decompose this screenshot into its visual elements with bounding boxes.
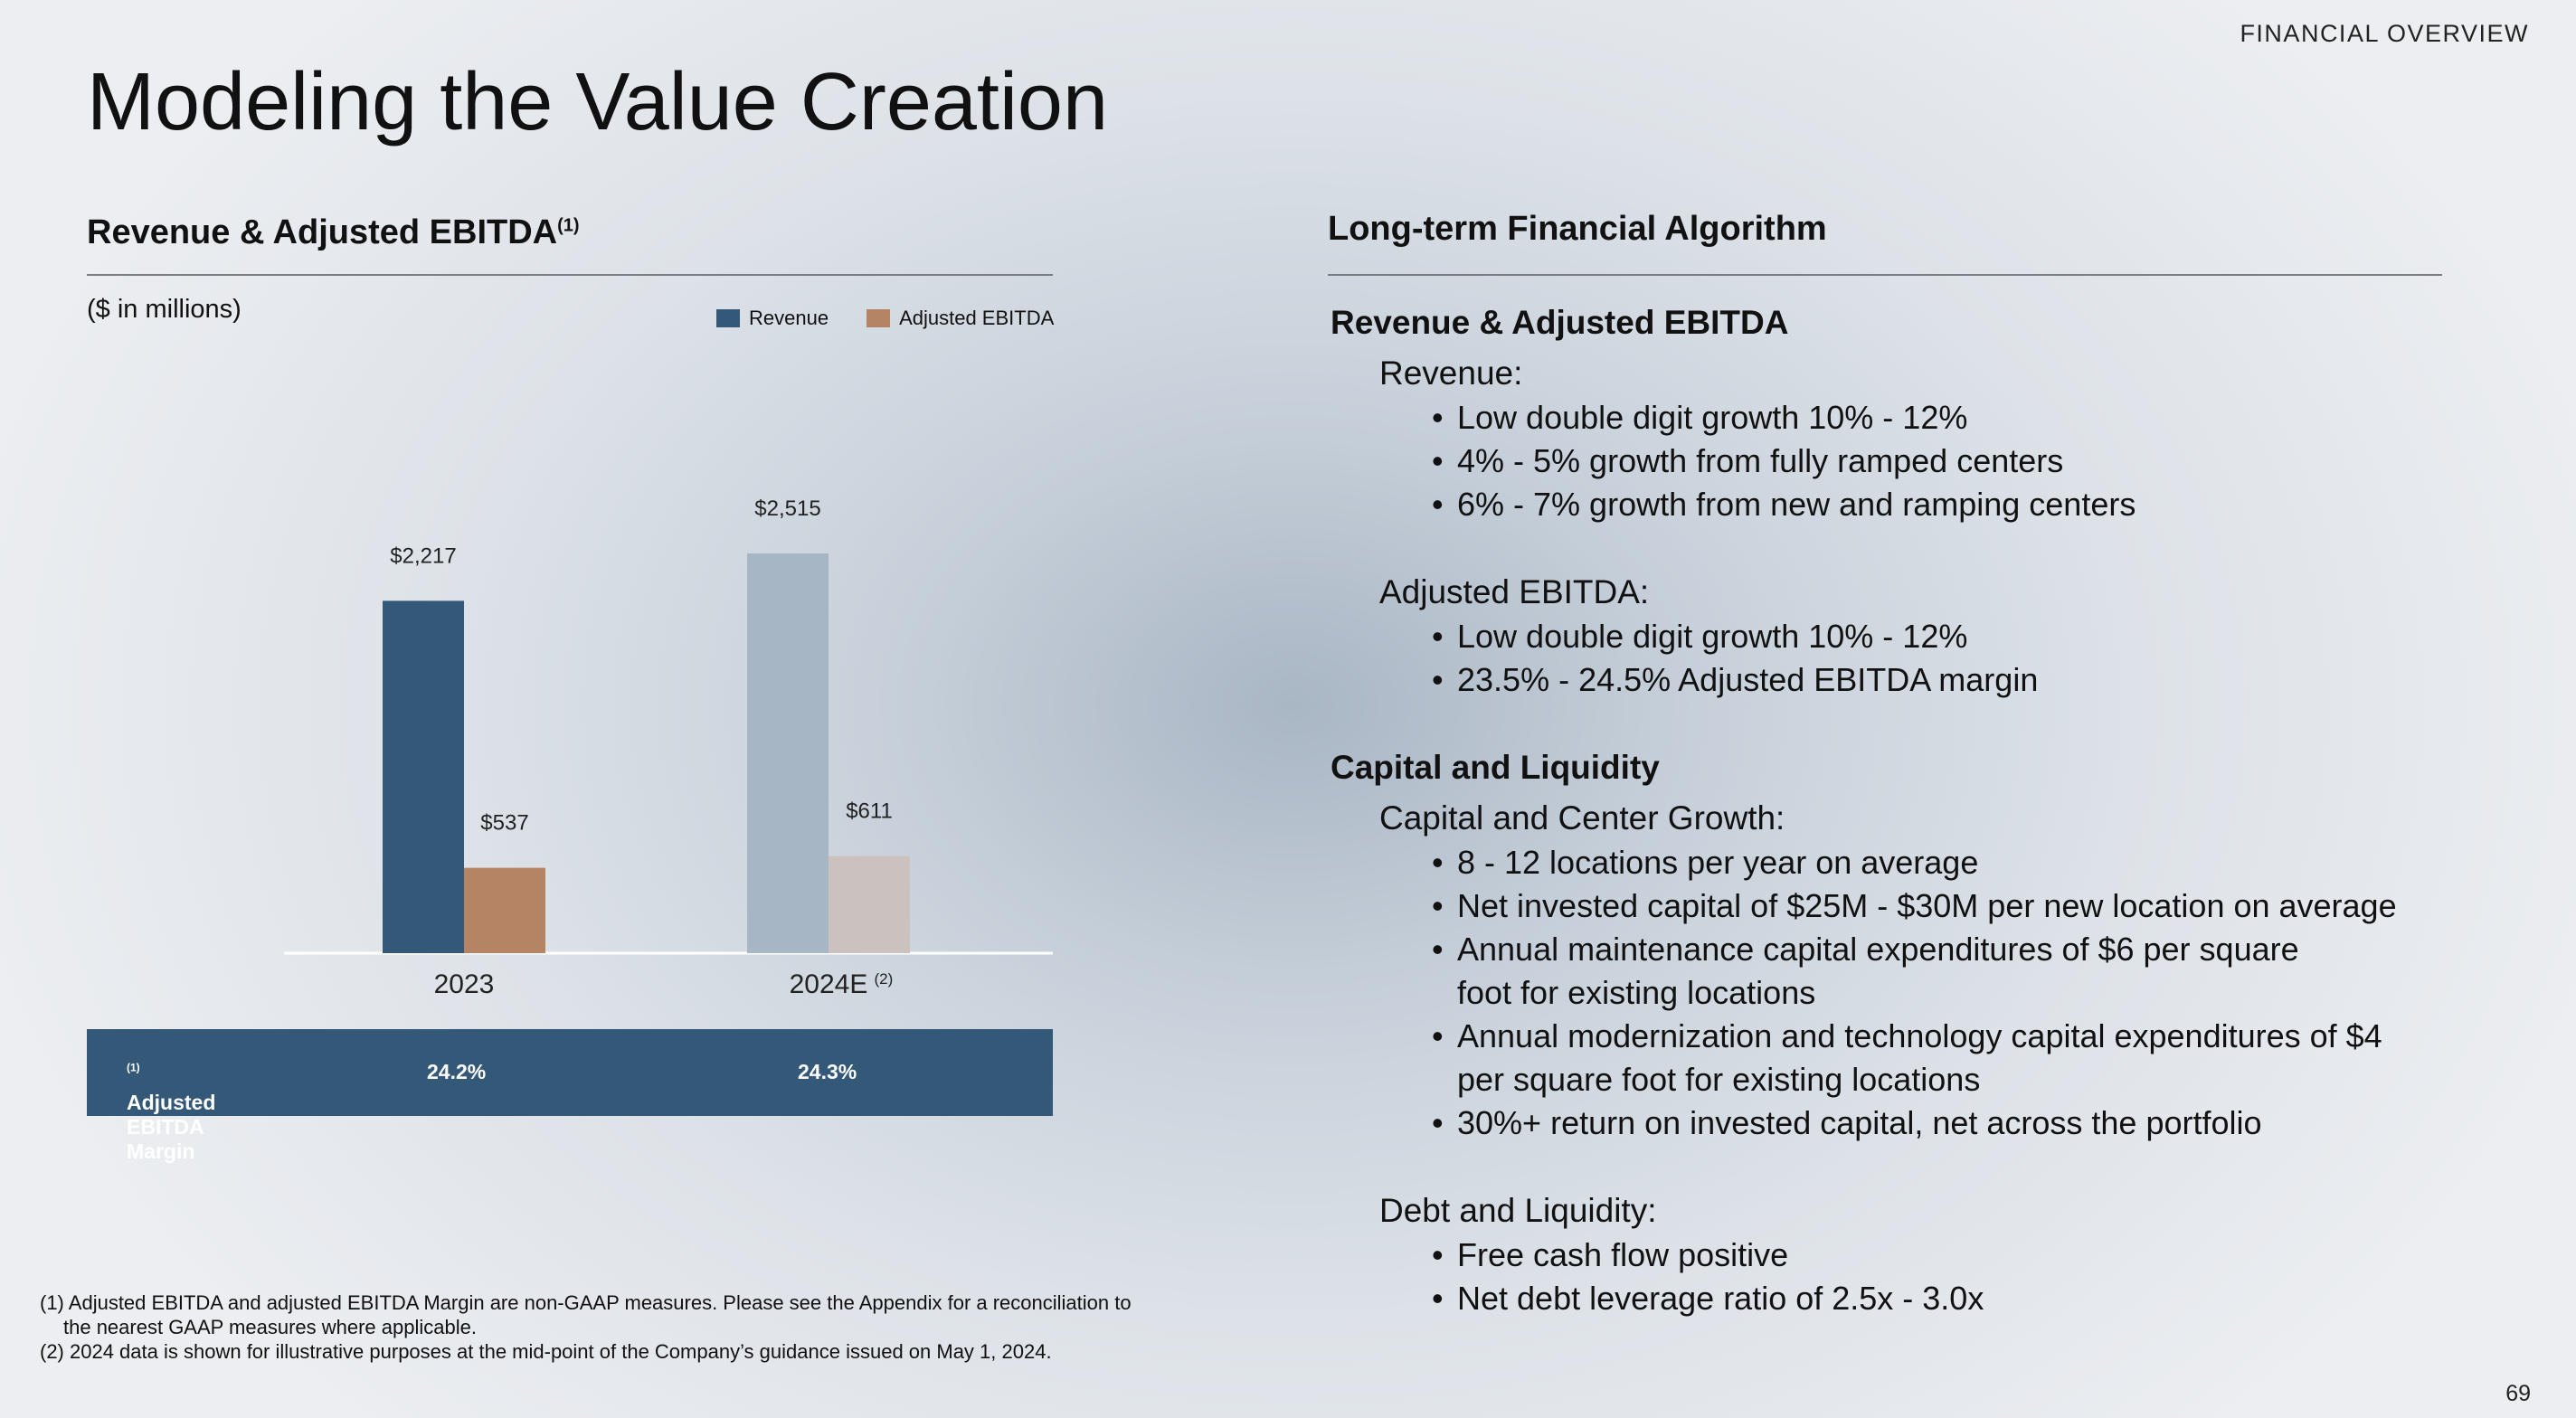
center-growth-list: 8 - 12 locations per year on average Net… <box>1331 841 2506 1145</box>
data-label-adjusted-ebitda-2023: $537 <box>480 811 528 836</box>
legend-label-revenue: Revenue <box>749 307 829 329</box>
list-item: Low double digit growth 10% - 12% <box>1432 396 2506 440</box>
margin-label: Adjusted EBITDA Margin (1) <box>127 1060 215 1163</box>
category-footnote-2024e: (2) <box>875 970 894 988</box>
margin-band: Adjusted EBITDA Margin (1) 24.2% 24.3% <box>87 1029 1053 1163</box>
category-label-2024e: 2024E <box>790 969 868 999</box>
legend-label-ebitda: Adjusted EBITDA <box>899 307 1055 329</box>
footnote-1: (1) Adjusted EBITDA and adjusted EBITDA … <box>40 1291 1132 1314</box>
chart-heading-text: Revenue & Adjusted EBITDA <box>87 213 558 251</box>
chart-heading-rule <box>87 274 1053 276</box>
algorithm-body: Revenue & Adjusted EBITDA Revenue: Low d… <box>1331 300 2506 1320</box>
subgroup-title-debt: Debt and Liquidity: <box>1379 1192 1657 1229</box>
data-label-revenue-2024e: $2,515 <box>754 496 820 521</box>
margin-value-2024e: 24.3% <box>798 1060 857 1083</box>
bar-revenue-2023 <box>383 600 464 953</box>
section-label: FINANCIAL OVERVIEW <box>2240 20 2529 47</box>
chart-heading-footnote: (1) <box>557 215 580 236</box>
list-item: 23.5% - 24.5% Adjusted EBITDA margin <box>1432 658 2506 702</box>
page-title: Modeling the Value Creation <box>87 57 1109 147</box>
margin-label-footnote: (1) <box>127 1061 140 1074</box>
subgroup-title-ebitda: Adjusted EBITDA: <box>1379 573 1650 610</box>
revenue-list: Low double digit growth 10% - 12% 4% - 5… <box>1331 396 2506 526</box>
algorithm-heading-rule <box>1328 274 2442 276</box>
legend-swatch-revenue <box>716 309 740 327</box>
list-item: Low double digit growth 10% - 12% <box>1432 615 2506 658</box>
legend-item-ebitda: Adjusted EBITDA <box>867 307 1054 330</box>
footnote-2: (2) 2024 data is shown for illustrative … <box>40 1340 1052 1363</box>
footnotes: (1) Adjusted EBITDA and adjusted EBITDA … <box>40 1290 1132 1364</box>
subgroup-title-revenue: Revenue: <box>1379 354 1523 392</box>
footnote-1-cont: the nearest GAAP measures where applicab… <box>63 1316 477 1338</box>
chart-heading: Revenue & Adjusted EBITDA(1) <box>87 213 580 252</box>
group-title-capital: Capital and Liquidity <box>1331 749 1660 786</box>
data-label-revenue-2023: $2,217 <box>390 544 456 568</box>
list-item: 8 - 12 locations per year on average <box>1432 841 2506 884</box>
margin-label-text: Adjusted EBITDA Margin <box>127 1091 216 1163</box>
margin-value-2023: 24.2% <box>427 1060 487 1083</box>
subgroup-title-center-growth: Capital and Center Growth: <box>1379 799 1785 837</box>
bar-revenue-2024e <box>747 553 829 953</box>
chart-legend: Revenue Adjusted EBITDA <box>716 307 1054 330</box>
bar-adjusted-ebitda-2023 <box>464 867 545 953</box>
category-label-2023: 2023 <box>434 969 495 999</box>
list-item: Free cash flow positive <box>1432 1234 2506 1277</box>
list-item: Annual maintenance capital expenditures … <box>1432 928 2362 1015</box>
legend-swatch-ebitda <box>867 309 891 327</box>
list-item: 6% - 7% growth from new and ramping cent… <box>1432 483 2506 526</box>
page-number: 69 <box>2505 1381 2531 1406</box>
ebitda-list: Low double digit growth 10% - 12% 23.5% … <box>1331 615 2506 702</box>
list-item: 30%+ return on invested capital, net acr… <box>1432 1101 2506 1145</box>
group-title-revenue-ebitda: Revenue & Adjusted EBITDA <box>1331 304 1789 341</box>
list-item: 4% - 5% growth from fully ramped centers <box>1432 440 2506 483</box>
list-item: Net invested capital of $25M - $30M per … <box>1432 884 2506 928</box>
units-label: ($ in millions) <box>87 295 242 324</box>
debt-list: Free cash flow positive Net debt leverag… <box>1331 1234 2506 1320</box>
list-item: Annual modernization and technology capi… <box>1432 1015 2398 1101</box>
bar-adjusted-ebitda-2024e <box>829 856 910 953</box>
algorithm-heading: Long-term Financial Algorithm <box>1328 210 1827 248</box>
list-item: Net debt leverage ratio of 2.5x - 3.0x <box>1432 1277 2506 1320</box>
legend-item-revenue: Revenue <box>716 307 829 330</box>
data-label-adjusted-ebitda-2024e: $611 <box>846 799 893 824</box>
